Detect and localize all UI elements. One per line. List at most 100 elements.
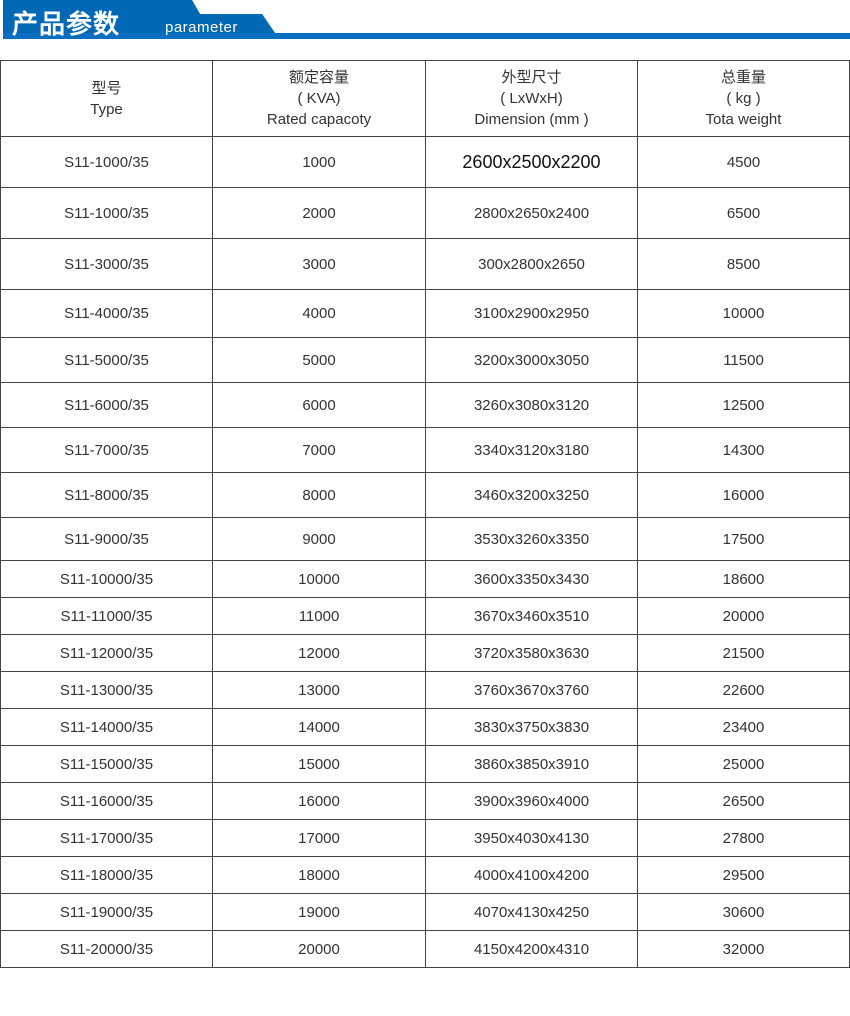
cell-dimension: 3200x3000x3050 [425,337,638,383]
cell-type: S11-13000/35 [0,671,213,709]
cell-weight: 17500 [637,517,850,561]
cell-capacity: 16000 [212,782,426,820]
table-row: S11-17000/35 17000 3950x4030x4130 27800 [0,819,850,857]
cell-dimension: 2600x2500x2200 [425,136,638,188]
cell-weight: 25000 [637,745,850,783]
table-row: S11-20000/35 20000 4150x4200x4310 32000 [0,930,850,968]
cell-weight: 27800 [637,819,850,857]
cell-dimension: 3600x3350x3430 [425,560,638,598]
cell-capacity: 3000 [212,238,426,290]
cell-weight: 4500 [637,136,850,188]
cell-dimension: 4070x4130x4250 [425,893,638,931]
table-row: S11-1000/35 2000 2800x2650x2400 6500 [0,187,850,239]
cell-capacity: 1000 [212,136,426,188]
cell-weight: 22600 [637,671,850,709]
cell-type: S11-20000/35 [0,930,213,968]
cell-type: S11-1000/35 [0,136,213,188]
cell-dimension: 3460x3200x3250 [425,472,638,518]
table-row: S11-5000/35 5000 3200x3000x3050 11500 [0,337,850,383]
cell-type: S11-1000/35 [0,187,213,239]
table-row: S11-13000/35 13000 3760x3670x3760 22600 [0,671,850,709]
section-title: 产品参数 [12,9,121,39]
cell-type: S11-19000/35 [0,893,213,931]
cell-weight: 6500 [637,187,850,239]
cell-dimension: 4000x4100x4200 [425,856,638,894]
cell-weight: 26500 [637,782,850,820]
cell-weight: 12500 [637,382,850,428]
cell-type: S11-7000/35 [0,427,213,473]
cell-capacity: 14000 [212,708,426,746]
cell-dimension: 3530x3260x3350 [425,517,638,561]
cell-dimension: 3260x3080x3120 [425,382,638,428]
cell-capacity: 12000 [212,634,426,672]
header-dimension: 外型尺寸( LxWxH) Dimension (mm ) [425,60,638,137]
cell-weight: 32000 [637,930,850,968]
table-row: S11-16000/35 16000 3900x3960x4000 26500 [0,782,850,820]
cell-capacity: 18000 [212,856,426,894]
table-row: S11-9000/35 9000 3530x3260x3350 17500 [0,517,850,561]
section-subtitle: parameter [165,19,238,36]
cell-dimension: 3670x3460x3510 [425,597,638,635]
table-row: S11-11000/35 11000 3670x3460x3510 20000 [0,597,850,635]
cell-weight: 11500 [637,337,850,383]
cell-type: S11-15000/35 [0,745,213,783]
cell-capacity: 19000 [212,893,426,931]
table-row: S11-6000/35 6000 3260x3080x3120 12500 [0,382,850,428]
cell-dimension: 4150x4200x4310 [425,930,638,968]
cell-type: S11-14000/35 [0,708,213,746]
cell-dimension: 3830x3750x3830 [425,708,638,746]
cell-dimension: 3100x2900x2950 [425,289,638,338]
cell-capacity: 4000 [212,289,426,338]
table-row: S11-3000/35 3000 300x2800x2650 8500 [0,238,850,290]
cell-type: S11-16000/35 [0,782,213,820]
section-banner: 产品参数 parameter [0,0,850,42]
table-row: S11-12000/35 12000 3720x3580x3630 21500 [0,634,850,672]
cell-weight: 14300 [637,427,850,473]
cell-capacity: 8000 [212,472,426,518]
table-row: S11-10000/35 10000 3600x3350x3430 18600 [0,560,850,598]
cell-capacity: 6000 [212,382,426,428]
cell-capacity: 5000 [212,337,426,383]
cell-capacity: 11000 [212,597,426,635]
cell-dimension: 3720x3580x3630 [425,634,638,672]
banner-shape [3,0,850,39]
cell-dimension: 3760x3670x3760 [425,671,638,709]
cell-weight: 23400 [637,708,850,746]
cell-weight: 18600 [637,560,850,598]
cell-capacity: 17000 [212,819,426,857]
cell-weight: 30600 [637,893,850,931]
table-row: S11-19000/35 19000 4070x4130x4250 30600 [0,893,850,931]
cell-capacity: 9000 [212,517,426,561]
cell-weight: 16000 [637,472,850,518]
table-row: S11-1000/35 1000 2600x2500x2200 4500 [0,136,850,188]
cell-capacity: 15000 [212,745,426,783]
cell-dimension: 2800x2650x2400 [425,187,638,239]
header-type: 型号 Type [0,60,213,137]
cell-dimension: 300x2800x2650 [425,238,638,290]
cell-weight: 29500 [637,856,850,894]
cell-dimension: 3340x3120x3180 [425,427,638,473]
cell-capacity: 13000 [212,671,426,709]
cell-capacity: 20000 [212,930,426,968]
cell-capacity: 7000 [212,427,426,473]
cell-type: S11-10000/35 [0,560,213,598]
cell-weight: 21500 [637,634,850,672]
cell-type: S11-9000/35 [0,517,213,561]
table-row: S11-14000/35 14000 3830x3750x3830 23400 [0,708,850,746]
cell-dimension: 3950x4030x4130 [425,819,638,857]
cell-dimension: 3860x3850x3910 [425,745,638,783]
cell-weight: 8500 [637,238,850,290]
cell-type: S11-11000/35 [0,597,213,635]
cell-type: S11-3000/35 [0,238,213,290]
cell-type: S11-6000/35 [0,382,213,428]
cell-capacity: 2000 [212,187,426,239]
table-header-row: 型号 Type 额定容量( KVA) Rated capacoty 外型尺寸( Lx… [0,60,850,137]
header-capacity: 额定容量( KVA) Rated capacoty [212,60,426,137]
cell-dimension: 3900x3960x4000 [425,782,638,820]
table-row: S11-8000/35 8000 3460x3200x3250 16000 [0,472,850,518]
table-row: S11-15000/35 15000 3860x3850x3910 25000 [0,745,850,783]
cell-weight: 10000 [637,289,850,338]
header-weight: 总重量( kg ) Tota weight [637,60,850,137]
parameter-table: 型号 Type 额定容量( KVA) Rated capacoty 外型尺寸( Lx… [0,60,850,968]
cell-type: S11-5000/35 [0,337,213,383]
